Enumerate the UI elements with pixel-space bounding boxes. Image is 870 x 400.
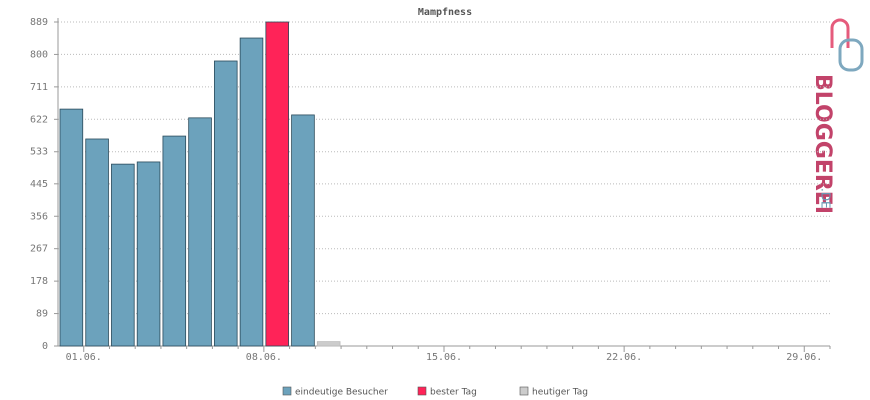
bar [316, 341, 341, 347]
logo-text: BLOGGEREI [810, 74, 835, 214]
x-tick-label: 08.06. [246, 352, 282, 363]
bar [111, 163, 135, 347]
x-tick-label: 01.06. [66, 352, 102, 363]
x-tick-label: 15.06. [426, 352, 462, 363]
y-tick-label: 267 [30, 244, 48, 255]
chart-title: Mampfness [418, 7, 472, 18]
bar [213, 60, 238, 347]
logo-icon [838, 38, 864, 72]
legend-marker [519, 386, 529, 396]
legend-label: heutiger Tag [532, 388, 588, 398]
y-tick-label: 178 [30, 276, 48, 287]
logo-icon [830, 18, 850, 48]
y-tick-label: 356 [30, 211, 48, 222]
bar [136, 161, 161, 347]
y-tick-label: 622 [30, 114, 48, 125]
legend-label: bester Tag [430, 388, 477, 398]
y-tick-label: 445 [30, 179, 48, 190]
y-tick-label: 533 [30, 147, 48, 158]
bar [239, 37, 264, 347]
y-tick-label: 800 [30, 49, 48, 60]
logo-text: .DE [819, 188, 833, 209]
x-tick-label: 22.06. [606, 352, 642, 363]
y-tick-label: 711 [30, 82, 48, 93]
logo: BLOGGEREI .DE [810, 18, 864, 214]
bar [188, 117, 212, 347]
bar [162, 135, 187, 347]
y-tick-label: 0 [42, 341, 48, 352]
bar [59, 108, 84, 347]
legend-marker [282, 386, 292, 396]
y-tick-label: 89 [36, 309, 48, 320]
legend-marker [417, 386, 427, 396]
legend-label: eindeutige Besucher [295, 388, 388, 398]
y-tick-label: 889 [30, 17, 48, 28]
bar [291, 114, 315, 347]
x-tick-label: 29.06. [786, 352, 822, 363]
bar [265, 21, 290, 347]
bar [85, 138, 109, 347]
